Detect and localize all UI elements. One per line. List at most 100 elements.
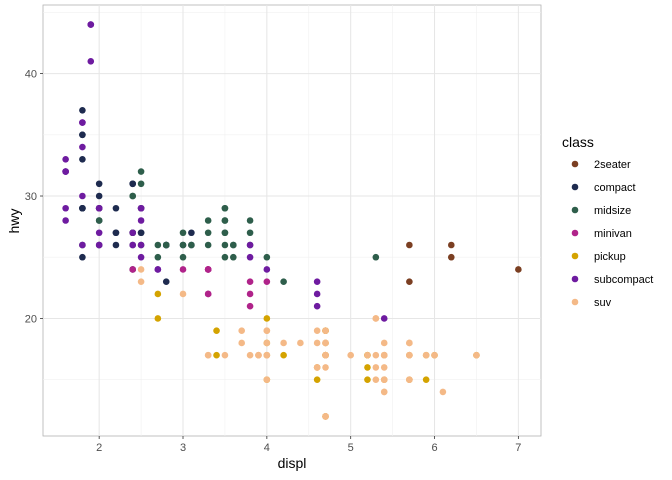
legend: class 2seater compact midsize minivan pickup… [562,134,653,309]
data-point [137,229,145,237]
data-point [154,266,162,273]
data-point [380,315,388,322]
data-point [246,290,254,298]
data-point [313,376,321,383]
data-point [372,351,380,359]
data-point [372,253,380,261]
data-point [79,253,86,261]
data-point [95,241,103,249]
data-point [129,192,137,200]
data-point [213,351,220,359]
data-point [154,290,162,298]
data-point [322,339,329,347]
data-point [221,229,229,237]
data-point [79,204,86,212]
data-point [322,351,329,359]
legend-label-compact: compact [594,182,636,194]
data-point [87,21,95,28]
data-point [246,241,254,249]
gridlines [43,5,541,436]
data-point [179,229,187,237]
x-axis-title: displ [278,455,307,471]
data-point [221,204,229,212]
data-point [62,155,69,163]
x-tick-label: 4 [264,442,270,454]
data-point [95,204,103,212]
y-tick-label: 30 [25,191,37,203]
legend-label-pickup: pickup [594,251,626,263]
data-point [204,351,212,359]
data-point [406,351,413,359]
legend-key-2seater [571,160,579,168]
data-point [313,278,321,286]
data-point [95,217,103,224]
series-2seater [406,241,522,286]
data-point [313,302,321,310]
data-point [204,290,212,298]
data-point [204,217,212,224]
data-point [263,253,271,261]
data-point [447,241,455,249]
data-point [322,364,329,371]
data-point [179,241,187,249]
x-tick-label: 7 [515,442,521,454]
y-tick-label: 20 [25,313,37,325]
series-suv [137,266,480,420]
data-point [280,351,287,359]
data-point [112,229,120,237]
legend-label-suv: suv [594,297,612,309]
data-point [372,315,380,322]
data-point [313,327,321,334]
data-point [154,241,162,249]
data-point [95,180,103,188]
data-point [515,266,522,273]
data-point [188,229,195,237]
data-point [372,376,380,383]
data-point [137,278,145,286]
data-point [380,364,388,371]
data-point [179,266,187,273]
data-point [422,351,430,359]
data-point [364,364,371,371]
data-point [322,413,329,420]
data-point [406,376,413,383]
x-tick-label: 3 [180,442,186,454]
data-point [204,229,212,237]
data-point [221,351,229,359]
data-point [162,241,170,249]
data-point [62,204,69,212]
data-point [406,278,413,286]
data-point [439,388,447,396]
data-point [238,327,245,334]
series-minivan [129,266,271,310]
legend-label-minivan: minivan [594,228,632,240]
data-point [137,266,145,273]
data-point [221,241,229,249]
series-subcompact [62,21,388,322]
y-tick-label: 40 [25,69,37,81]
data-point [95,229,103,237]
data-point [179,290,187,298]
legend-key-compact [571,183,579,191]
data-point [297,339,304,347]
data-point [364,376,371,383]
data-point [246,351,254,359]
data-point [246,217,254,224]
data-point [322,327,329,334]
data-point [79,192,86,200]
data-point [179,253,187,261]
data-point [380,339,388,347]
data-point [406,339,413,347]
data-point [263,376,271,383]
data-point [137,204,145,212]
data-point [406,241,413,249]
data-point [263,278,271,286]
x-tick-label: 5 [348,442,354,454]
data-point [364,351,371,359]
data-point [246,302,254,310]
data-point [431,351,438,359]
data-point [79,241,86,249]
data-point [129,266,137,273]
data-point [246,253,254,261]
data-point [129,229,137,237]
